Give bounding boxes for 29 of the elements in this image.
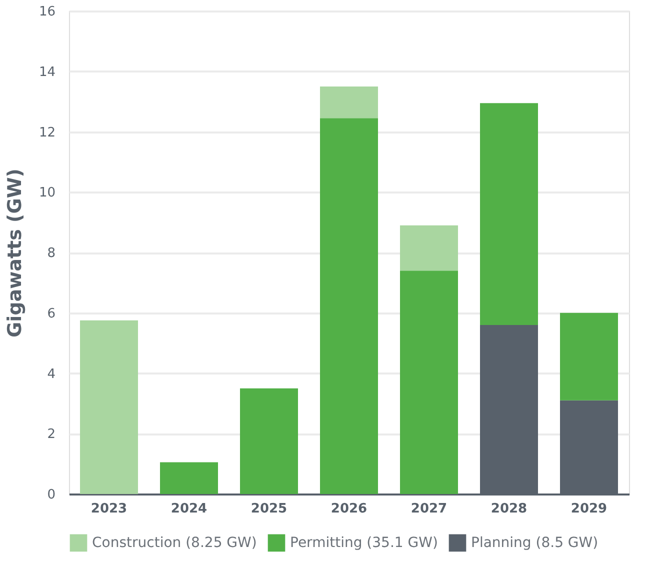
legend-label: Construction (8.25 GW): [92, 534, 257, 551]
y-tick-label: 8: [47, 246, 56, 261]
y-tick-label: 12: [38, 125, 56, 140]
bar: [80, 320, 138, 494]
bar: [400, 270, 458, 494]
x-tick-label: 2023: [90, 502, 128, 516]
x-tick-label: 2026: [330, 502, 368, 516]
x-tick-label: 2028: [490, 502, 528, 516]
x-tick-label: 2029: [570, 502, 608, 516]
y-tick-label: 14: [38, 64, 56, 80]
y-tick-label: 0: [47, 488, 56, 502]
bar: [400, 225, 458, 271]
bar: [320, 118, 378, 494]
y-tick-label: 6: [47, 306, 56, 322]
x-tick-label: 2027: [410, 502, 448, 516]
legend-label: Planning (8.5 GW): [471, 534, 598, 551]
y-tick-label: 10: [38, 186, 56, 201]
y-axis-title: Gigawatts (GW): [4, 168, 26, 338]
x-tick-label: 2025: [250, 502, 288, 516]
bar: [240, 388, 298, 494]
y-tick-label: 16: [38, 4, 56, 20]
bar: [320, 86, 378, 118]
bar: [560, 312, 618, 400]
legend-label: Permitting (35.1 GW): [290, 534, 438, 551]
bar: [480, 103, 538, 325]
y-tick-label: 4: [47, 366, 56, 382]
x-tick-label: 2024: [170, 502, 208, 516]
y-tick-label: 2: [47, 427, 56, 442]
bar: [160, 462, 218, 494]
